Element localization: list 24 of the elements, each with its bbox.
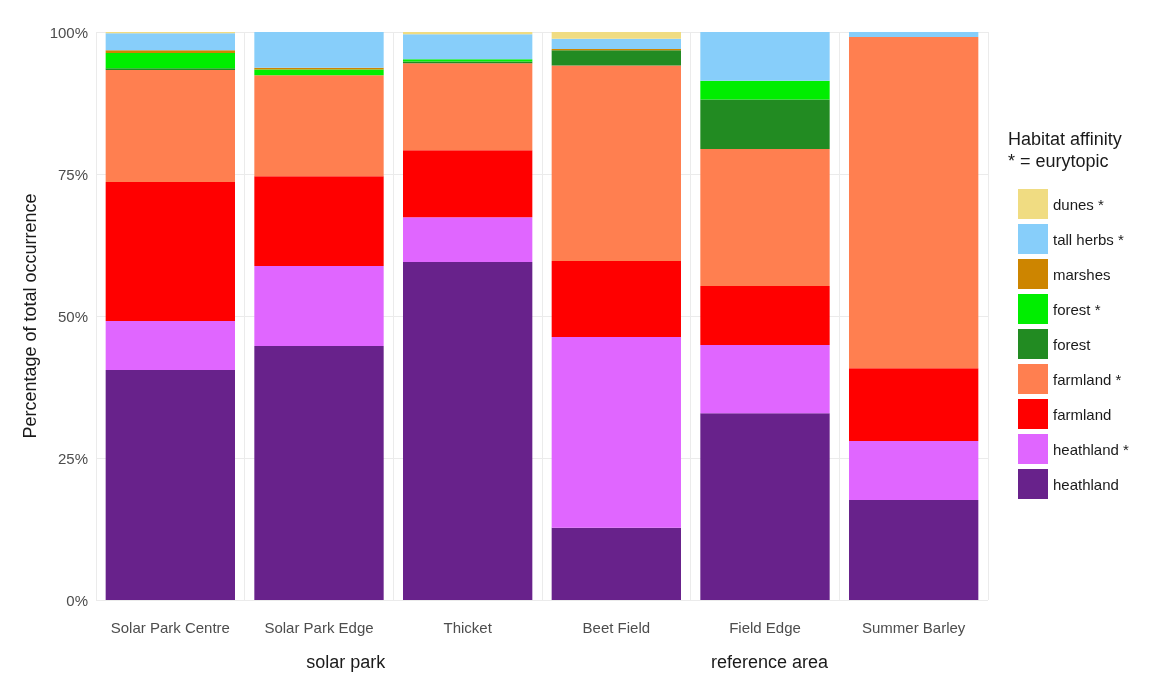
y-tick-label: 0% (66, 591, 88, 609)
legend-label: farmland * (1053, 370, 1122, 388)
x-tick-label: Solar Park Edge (264, 619, 374, 636)
legend-label: heathland * (1053, 440, 1130, 458)
y-tick-label: 75% (57, 165, 88, 183)
x-tick-label: Field Edge (729, 619, 801, 636)
legend-label: dunes * (1053, 195, 1105, 213)
y-axis-title: Percentage of total occurrence (19, 193, 40, 439)
legend-title: Habitat affinity * = eurytopic (1008, 129, 1122, 171)
x-tick-label: Summer Barley (861, 619, 966, 636)
legend-label: tall herbs * (1053, 230, 1125, 248)
y-tick-label: 100% (49, 23, 88, 41)
legend-label: forest (1053, 335, 1092, 353)
text: reference area (710, 652, 829, 672)
y-tick-label: 50% (57, 307, 88, 325)
legend-label: heathland (1053, 475, 1119, 493)
x-tick-label: Solar Park Centre (110, 619, 230, 636)
text: solar park (306, 652, 387, 672)
legend-label: marshes (1053, 265, 1111, 283)
y-tick-label: 25% (57, 449, 88, 467)
x-tick-label: Thicket (443, 619, 493, 636)
x-tick-label: Beet Field (582, 619, 651, 636)
legend-label: farmland (1053, 405, 1112, 423)
legend-label: forest * (1053, 300, 1101, 318)
